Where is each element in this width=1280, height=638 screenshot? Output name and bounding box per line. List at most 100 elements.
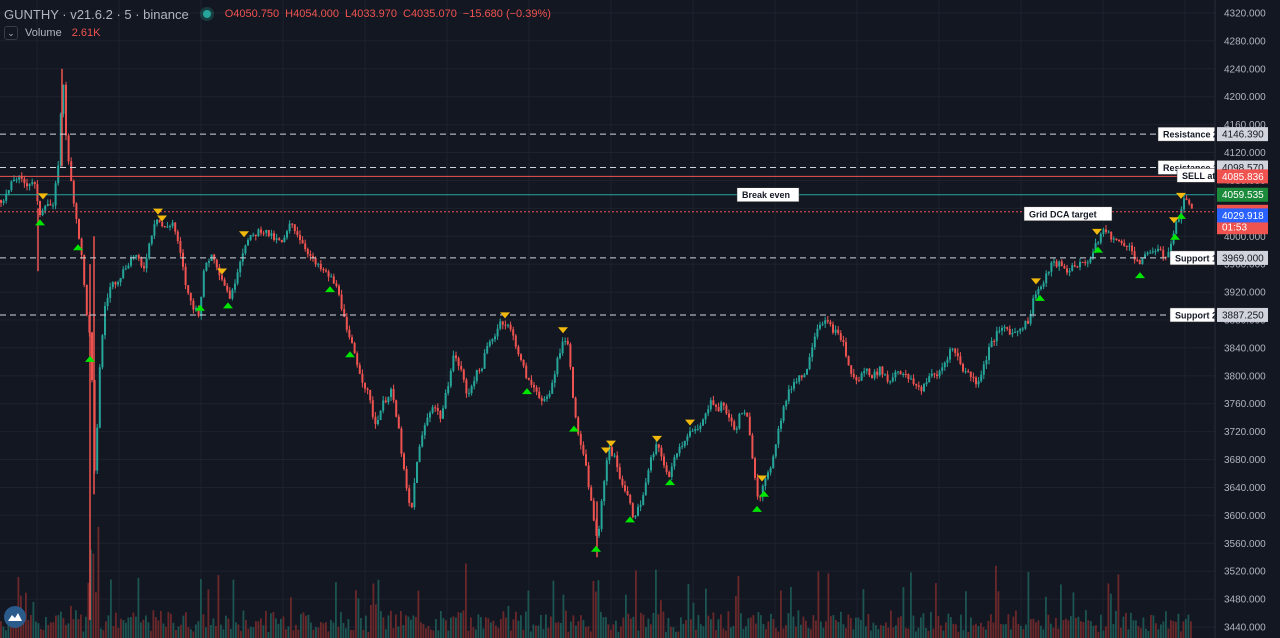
- candle-body: [1029, 314, 1032, 324]
- volume-bar: [125, 622, 127, 638]
- volume-bar: [897, 617, 900, 638]
- buy-marker: [223, 302, 233, 309]
- ohlc-high: H4054.000: [285, 8, 339, 20]
- candle-body: [756, 477, 759, 497]
- volume-bar: [1137, 626, 1140, 638]
- candle-body: [314, 258, 317, 265]
- chevron-down-icon[interactable]: ⌄: [4, 26, 18, 40]
- volume-bar: [217, 575, 220, 638]
- candle-body: [681, 445, 684, 447]
- candle-body: [260, 229, 262, 233]
- candle-body: [26, 183, 28, 187]
- candle-body: [501, 321, 504, 325]
- price-axis-level-label-text: 4146.390: [1222, 130, 1264, 141]
- volume-legend: ⌄ Volume 2.61K: [0, 25, 100, 41]
- volume-bar: [565, 610, 567, 638]
- candle-body: [943, 362, 946, 368]
- volume-bar: [1075, 617, 1077, 638]
- volume-bar: [645, 627, 647, 638]
- volume-bar: [1107, 583, 1110, 638]
- candle-body: [369, 390, 372, 401]
- market-status-icon: [202, 10, 211, 18]
- candle-body: [215, 259, 218, 268]
- volume-bar: [1035, 622, 1037, 638]
- candle-body: [946, 359, 949, 363]
- candle-body: [894, 371, 897, 378]
- volume-bar: [367, 631, 370, 638]
- candle-body: [863, 370, 866, 374]
- volume-bar: [655, 569, 657, 638]
- volume-bar: [485, 617, 487, 638]
- price-tick-label: 4200.000: [1224, 92, 1266, 103]
- candle-body: [254, 234, 257, 237]
- candle-body: [1097, 242, 1100, 244]
- candle-body: [179, 241, 182, 253]
- candle-body: [1188, 199, 1191, 204]
- volume-bar: [475, 629, 477, 638]
- candle-body: [1053, 261, 1055, 263]
- volume-bar: [717, 619, 720, 638]
- candle-body: [31, 182, 34, 184]
- candle-body: [1107, 231, 1110, 233]
- tradingview-logo-icon[interactable]: [4, 606, 26, 628]
- volume-bar: [272, 611, 275, 638]
- candle-body: [837, 329, 840, 334]
- volume-bar: [337, 626, 340, 638]
- volume-bar: [930, 611, 932, 638]
- candle-body: [546, 396, 548, 399]
- candle-body: [743, 412, 746, 414]
- volume-bar: [575, 625, 577, 638]
- volume-bar: [457, 612, 460, 638]
- candle-body: [132, 256, 135, 259]
- volume-bar: [632, 616, 635, 638]
- volume-bar: [725, 630, 727, 638]
- candle-body: [312, 255, 314, 259]
- volume-bar: [390, 610, 392, 638]
- candle-body: [1006, 327, 1009, 329]
- candle-body: [1008, 328, 1011, 335]
- candle-body: [694, 429, 697, 431]
- candle-body: [821, 323, 824, 325]
- volume-bar: [0, 621, 2, 638]
- volume-bar: [382, 617, 385, 638]
- candle-body: [1125, 245, 1128, 247]
- candle-body: [195, 307, 197, 310]
- volume-bar: [827, 573, 830, 638]
- price-tick-label: 4280.000: [1224, 36, 1266, 47]
- candle-body: [860, 373, 863, 381]
- candle-body: [1138, 259, 1141, 265]
- volume-bar: [980, 622, 982, 638]
- price-axis-level-label-bg: [1217, 250, 1268, 265]
- candle-body: [639, 505, 642, 507]
- candle-body: [1146, 252, 1149, 255]
- candle-body: [553, 374, 556, 383]
- candle-body: [787, 389, 790, 401]
- candle-body: [522, 359, 525, 366]
- volume-bar: [15, 619, 17, 638]
- candle-body: [969, 371, 972, 377]
- volume-bar: [352, 630, 355, 638]
- candle-body: [520, 354, 522, 360]
- candle-body: [533, 384, 535, 388]
- volume-bar: [327, 631, 330, 638]
- candle-body: [910, 378, 912, 380]
- volume-bar: [107, 615, 110, 638]
- volume-bar: [675, 631, 677, 638]
- volume-bar: [270, 613, 272, 638]
- candle-body: [239, 261, 242, 273]
- volume-bar: [835, 619, 837, 638]
- volume-bar: [77, 619, 80, 638]
- symbol-title[interactable]: GUNTHY · v21.6.2 · 5 · binance: [4, 6, 189, 22]
- volume-bar: [792, 616, 795, 638]
- level-tag-text: Resistance 2: [1163, 130, 1218, 140]
- price-tick-label: 4320.000: [1224, 9, 1266, 20]
- candle-body: [2, 200, 5, 203]
- volume-bar: [1087, 620, 1090, 638]
- candle-body: [122, 269, 125, 278]
- volume-bar: [737, 576, 740, 638]
- volume-bar: [935, 583, 937, 638]
- candle-body: [426, 417, 429, 426]
- candle-body: [169, 226, 171, 228]
- sell-marker: [217, 268, 227, 275]
